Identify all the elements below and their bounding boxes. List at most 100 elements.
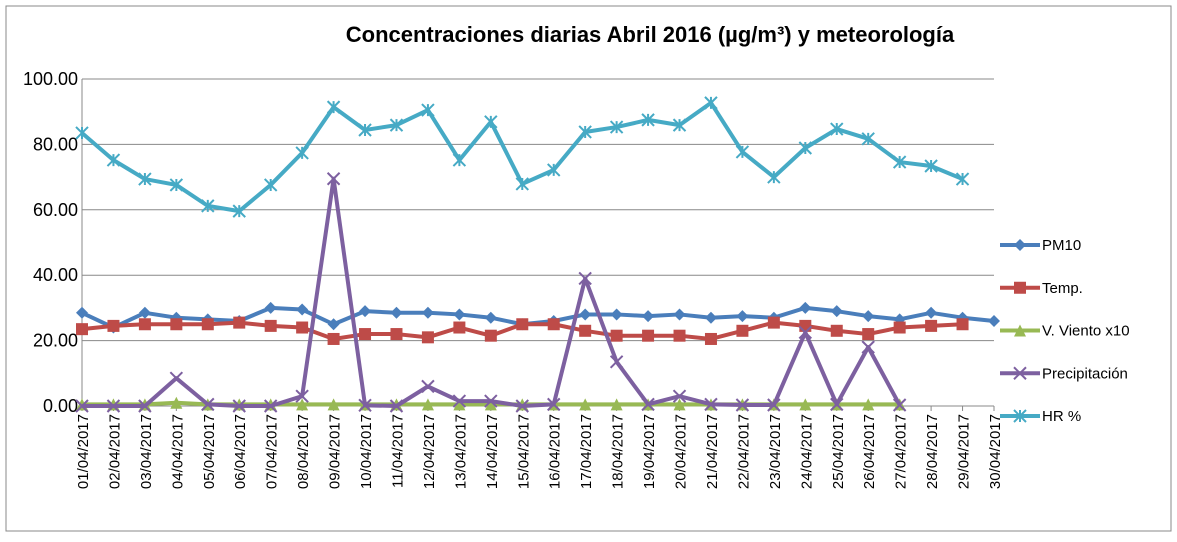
marker — [579, 324, 592, 337]
marker — [767, 398, 781, 412]
marker — [799, 301, 812, 314]
marker — [263, 178, 278, 192]
x-tick-label: 14/04/2017 — [484, 414, 501, 489]
marker — [924, 159, 938, 173]
marker — [641, 397, 655, 412]
x-tick-label: 09/04/2017 — [327, 414, 344, 489]
y-tick-label: 100.00 — [23, 69, 78, 89]
marker — [893, 321, 906, 334]
marker — [169, 371, 184, 385]
marker — [925, 306, 938, 319]
x-tick-label: 29/04/2017 — [956, 414, 973, 489]
marker — [296, 321, 309, 334]
x-tick-label: 15/04/2017 — [515, 414, 532, 489]
x-tick-label: 22/04/2017 — [735, 414, 752, 489]
marker — [421, 331, 434, 344]
marker — [642, 329, 655, 342]
marker — [767, 316, 780, 329]
y-tick-label: 20.00 — [33, 331, 78, 351]
marker — [641, 113, 655, 127]
marker — [862, 310, 875, 323]
x-tick-label: 06/04/2017 — [232, 414, 249, 489]
marker — [673, 329, 686, 342]
marker — [516, 318, 529, 331]
x-tick-label: 01/04/2017 — [75, 414, 92, 489]
x-tick-label: 26/04/2017 — [861, 414, 878, 489]
marker — [107, 319, 120, 332]
x-tick-label: 19/04/2017 — [641, 414, 658, 489]
marker — [767, 170, 781, 184]
x-tick-label: 28/04/2017 — [924, 414, 941, 489]
marker — [484, 398, 497, 411]
marker — [138, 172, 152, 186]
marker — [704, 311, 717, 324]
marker — [232, 204, 246, 218]
marker — [453, 308, 466, 321]
x-tick-label: 11/04/2017 — [389, 414, 406, 488]
marker — [578, 271, 592, 286]
legend-label: V. Viento x10 — [1042, 323, 1130, 340]
x-tick-label: 18/04/2017 — [610, 414, 627, 489]
legend-label: HR % — [1042, 408, 1081, 425]
legend-label: Temp. — [1042, 280, 1083, 297]
marker — [138, 399, 152, 413]
marker — [76, 323, 88, 336]
marker — [830, 324, 843, 337]
marker — [830, 305, 843, 318]
marker — [421, 103, 435, 117]
x-tick-label: 24/04/2017 — [798, 414, 815, 489]
marker — [515, 177, 529, 191]
marker — [75, 399, 89, 413]
chart-border — [5, 5, 1172, 532]
marker — [988, 314, 1000, 327]
marker — [704, 397, 718, 412]
marker — [1014, 239, 1026, 251]
x-tick-label: 13/04/2017 — [452, 414, 469, 489]
marker — [609, 355, 624, 369]
marker — [892, 398, 907, 412]
marker — [75, 126, 89, 140]
marker — [830, 397, 844, 412]
marker — [421, 398, 434, 411]
x-tick-label: 03/04/2017 — [138, 414, 155, 489]
marker — [421, 379, 435, 394]
marker — [170, 396, 183, 409]
marker — [673, 398, 686, 411]
marker — [610, 329, 623, 342]
marker — [956, 318, 969, 331]
marker — [452, 394, 467, 408]
marker — [1013, 409, 1027, 423]
marker — [106, 153, 121, 167]
marker — [263, 399, 278, 413]
marker — [201, 397, 215, 412]
marker — [327, 398, 340, 411]
marker — [358, 123, 372, 137]
marker — [861, 132, 875, 146]
marker — [452, 153, 467, 167]
marker — [484, 115, 498, 129]
x-tick-label: 25/04/2017 — [830, 414, 847, 489]
marker — [484, 311, 497, 324]
x-tick-label: 05/04/2017 — [201, 414, 218, 489]
marker — [862, 398, 875, 411]
marker — [106, 399, 121, 413]
marker — [672, 118, 687, 132]
marker — [296, 398, 309, 411]
x-tick-label: 08/04/2017 — [295, 414, 312, 489]
y-tick-label: 40.00 — [33, 265, 78, 285]
marker — [579, 398, 592, 411]
x-tick-label: 04/04/2017 — [169, 414, 186, 489]
marker — [296, 303, 309, 316]
marker — [672, 389, 687, 403]
marker — [736, 310, 749, 323]
marker — [704, 96, 718, 110]
marker — [609, 120, 624, 134]
marker — [264, 319, 277, 332]
marker — [76, 306, 88, 319]
marker — [925, 319, 938, 332]
x-tick-label: 10/04/2017 — [358, 414, 375, 489]
x-tick-label: 27/04/2017 — [893, 414, 910, 489]
marker — [484, 394, 498, 408]
marker — [799, 398, 812, 411]
marker — [264, 301, 277, 314]
